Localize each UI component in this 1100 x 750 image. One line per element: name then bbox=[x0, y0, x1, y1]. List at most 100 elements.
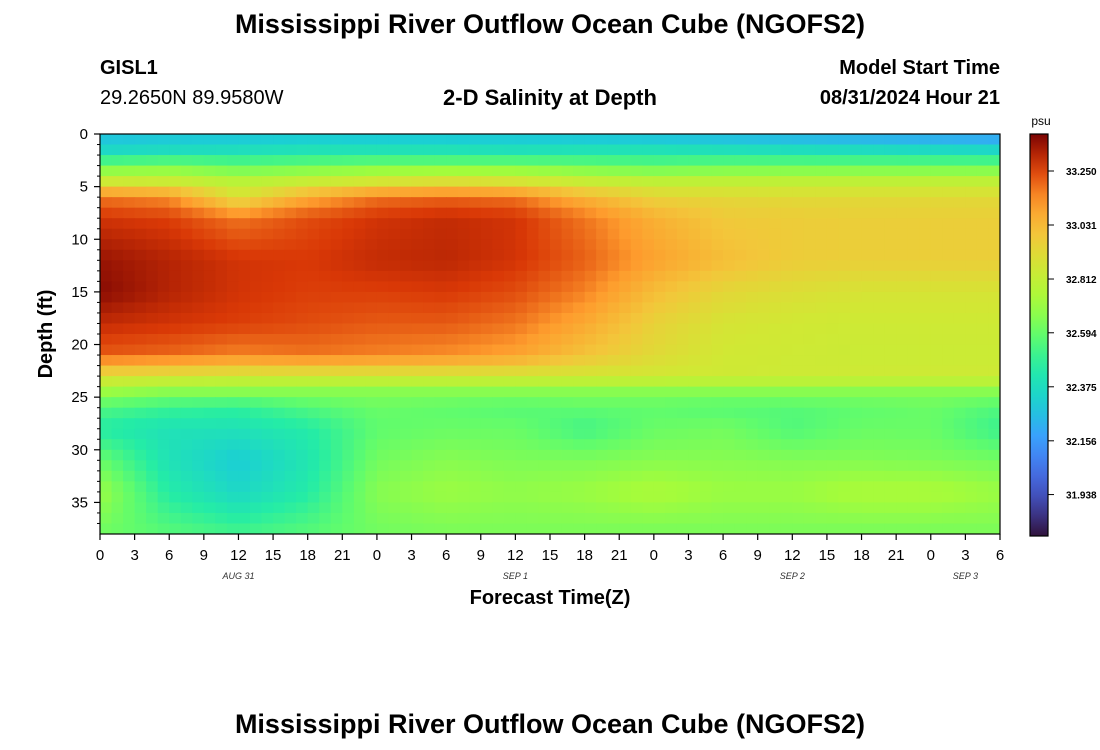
heatmap-cell bbox=[861, 186, 874, 198]
heatmap-cell bbox=[261, 228, 274, 240]
heatmap-cell bbox=[215, 491, 228, 504]
heatmap-cell bbox=[515, 523, 528, 534]
heatmap-cell bbox=[123, 397, 136, 409]
heatmap-cell bbox=[226, 239, 240, 251]
heatmap-cell bbox=[861, 470, 874, 482]
heatmap-cell bbox=[861, 218, 874, 230]
heatmap-cell bbox=[965, 512, 978, 525]
heatmap-cell bbox=[573, 491, 586, 504]
heatmap-cell bbox=[434, 207, 447, 219]
heatmap-cell bbox=[434, 470, 447, 482]
heatmap-cell bbox=[388, 291, 401, 304]
heatmap-cell bbox=[388, 397, 401, 409]
heatmap-cell bbox=[746, 407, 759, 419]
heatmap-cell bbox=[642, 407, 655, 419]
heatmap-cell bbox=[538, 460, 551, 472]
heatmap-cell bbox=[976, 365, 990, 377]
heatmap-cell bbox=[896, 365, 909, 377]
heatmap-cell bbox=[296, 407, 309, 419]
heatmap-cell bbox=[353, 186, 366, 198]
x-tick-label: 12 bbox=[784, 547, 801, 564]
heatmap-cell bbox=[942, 302, 955, 314]
heatmap-cell bbox=[861, 228, 874, 240]
heatmap-cell bbox=[388, 523, 401, 534]
heatmap-cell bbox=[711, 186, 724, 198]
heatmap-cell bbox=[792, 281, 805, 293]
heatmap-cell bbox=[250, 407, 263, 419]
heatmap-cell bbox=[930, 302, 943, 314]
heatmap-cell bbox=[226, 491, 240, 504]
heatmap-cell bbox=[388, 470, 401, 482]
heatmap-cell bbox=[376, 207, 390, 219]
heatmap-cell bbox=[411, 218, 424, 230]
heatmap-cell bbox=[815, 144, 828, 156]
heatmap-cell bbox=[688, 144, 701, 156]
heatmap-cell bbox=[550, 249, 563, 261]
heatmap-cell bbox=[480, 312, 493, 325]
heatmap-cell bbox=[365, 197, 378, 209]
heatmap-cell bbox=[700, 428, 713, 440]
heatmap-cell bbox=[953, 134, 966, 146]
heatmap-cell bbox=[780, 376, 793, 388]
heatmap-cell bbox=[826, 428, 840, 440]
heatmap-cell bbox=[850, 249, 863, 261]
heatmap-cell bbox=[826, 355, 840, 367]
heatmap-cell bbox=[688, 260, 701, 272]
heatmap-cell bbox=[596, 344, 609, 356]
heatmap-cell bbox=[526, 249, 540, 261]
heatmap-cell bbox=[965, 428, 978, 440]
heatmap-cell bbox=[192, 502, 205, 514]
heatmap-cell bbox=[826, 144, 840, 156]
heatmap-cell bbox=[757, 165, 770, 177]
heatmap-cell bbox=[988, 228, 1000, 240]
heatmap-cell bbox=[642, 228, 655, 240]
heatmap-cell bbox=[884, 281, 897, 293]
heatmap-cell bbox=[550, 207, 563, 219]
heatmap-cell bbox=[861, 323, 874, 335]
heatmap-cell bbox=[376, 460, 390, 472]
heatmap-cell bbox=[584, 312, 597, 325]
heatmap-cell bbox=[607, 397, 620, 409]
heatmap-cell bbox=[965, 134, 978, 146]
heatmap-cell bbox=[423, 165, 436, 177]
heatmap-cell bbox=[330, 260, 343, 272]
heatmap-cell bbox=[873, 376, 886, 388]
heatmap-cell bbox=[100, 249, 113, 261]
heatmap-cell bbox=[584, 365, 597, 377]
heatmap-cell bbox=[688, 165, 701, 177]
heatmap-cell bbox=[319, 302, 332, 314]
heatmap-cell bbox=[607, 302, 620, 314]
heatmap-cell bbox=[930, 523, 943, 534]
heatmap-cell bbox=[423, 386, 436, 398]
heatmap-cell bbox=[526, 449, 540, 461]
heatmap-cell bbox=[261, 502, 274, 514]
heatmap-cell bbox=[400, 355, 413, 367]
heatmap-cell bbox=[619, 386, 632, 398]
heatmap-cell bbox=[907, 155, 920, 167]
heatmap-cell bbox=[688, 312, 701, 325]
heatmap-cell bbox=[573, 239, 586, 251]
heatmap-cell bbox=[111, 344, 124, 356]
heatmap-cell bbox=[492, 165, 505, 177]
heatmap-cell bbox=[596, 323, 609, 335]
heatmap-cell bbox=[965, 449, 978, 461]
heatmap-cell bbox=[365, 334, 378, 346]
heatmap-cell bbox=[653, 239, 666, 251]
heatmap-cell bbox=[734, 270, 747, 282]
heatmap-cell bbox=[180, 165, 193, 177]
heatmap-cell bbox=[792, 334, 805, 346]
heatmap-cell bbox=[896, 470, 909, 482]
heatmap-cell bbox=[607, 334, 620, 346]
heatmap-cell bbox=[769, 207, 782, 219]
heatmap-cell bbox=[526, 439, 540, 451]
heatmap-cell bbox=[561, 481, 574, 493]
heatmap-cell bbox=[757, 523, 770, 534]
heatmap-cell bbox=[930, 165, 943, 177]
heatmap-cell bbox=[296, 418, 309, 430]
heatmap-cell bbox=[365, 439, 378, 451]
heatmap-cell bbox=[700, 523, 713, 534]
heatmap-cell bbox=[965, 344, 978, 356]
heatmap-cell bbox=[850, 134, 863, 146]
heatmap-cell bbox=[723, 523, 736, 534]
heatmap-cell bbox=[169, 418, 182, 430]
